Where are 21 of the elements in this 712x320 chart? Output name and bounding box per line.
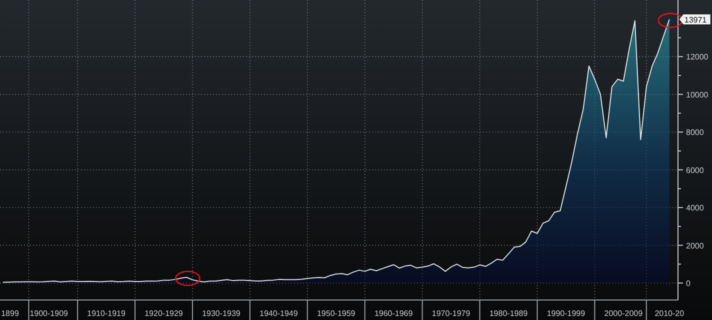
y-tick-label: 12000 [686, 52, 709, 62]
y-tick-label: 10000 [686, 90, 709, 100]
x-tick-label: 1960-1969 [374, 309, 414, 318]
x-tick-label: 2000-2009 [604, 309, 644, 318]
x-tick-label: 1930-1939 [202, 309, 241, 318]
x-tick-label: 1980-1989 [489, 309, 528, 318]
x-tick-label: 1899 [1, 309, 20, 318]
annotation: 13971 [684, 15, 708, 24]
x-tick-label: 1970-1979 [432, 309, 471, 318]
y-tick-label: 4000 [686, 204, 704, 213]
x-tick-label: 1990-1999 [546, 309, 586, 318]
x-tick-label: 1900-1909 [30, 309, 69, 318]
x-tick-label: 1940-1949 [260, 309, 298, 318]
x-tick-label: 1910-1919 [87, 309, 126, 318]
x-tick-label: 1920-1929 [144, 309, 184, 318]
x-tick-label: 2010-20 [654, 309, 685, 318]
x-tick-label: 1950-1959 [316, 309, 356, 318]
y-tick-label: 2000 [686, 241, 704, 250]
y-tick-label: 6000 [686, 166, 704, 175]
y-tick-label: 8000 [686, 128, 704, 138]
y-tick-label: 0 [686, 279, 691, 288]
